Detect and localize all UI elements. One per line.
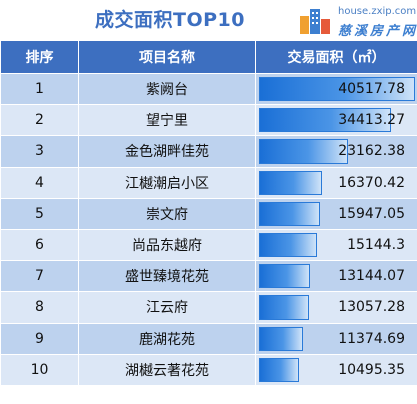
- building-logo-icon: [298, 6, 334, 36]
- rank-cell: 3: [1, 136, 79, 167]
- header-trade-area: 交易面积（㎡）: [256, 41, 417, 74]
- area-value: 34413.27: [338, 105, 405, 135]
- table-row: 2 望宁里 34413.27: [1, 105, 417, 136]
- rank-cell: 9: [1, 323, 79, 354]
- chart-title: 成交面积TOP10: [0, 0, 340, 40]
- area-value: 13144.07: [338, 261, 405, 291]
- area-value: 13057.28: [338, 292, 405, 322]
- area-value: 11374.69: [338, 324, 405, 354]
- project-name-cell: 崇文府: [79, 198, 256, 229]
- area-value: 15144.3: [347, 230, 405, 260]
- area-bar: [259, 171, 322, 195]
- site-logo: house.zxip.com 慈溪房产网: [298, 4, 414, 38]
- trade-area-cell: 13057.28: [256, 292, 417, 323]
- project-name-cell: 江樾潮启小区: [79, 167, 256, 198]
- title-bar: 成交面积TOP10 house.zxip.com 慈溪房产网: [0, 0, 417, 40]
- area-bar: [259, 139, 348, 163]
- trade-area-cell: 10495.35: [256, 354, 417, 385]
- area-bar: [259, 264, 310, 288]
- table-row: 10 湖樾云著花苑 10495.35: [1, 354, 417, 385]
- logo-url: house.zxip.com: [338, 6, 416, 17]
- rank-cell: 1: [1, 74, 79, 105]
- table-row: 1 紫阙台 40517.78: [1, 74, 417, 105]
- table-row: 3 金色湖畔佳苑 23162.38: [1, 136, 417, 167]
- project-name-cell: 尚品东越府: [79, 229, 256, 260]
- ranking-table: 排序 项目名称 交易面积（㎡） 1 紫阙台 40517.78 2 望宁里 34413.27…: [0, 40, 417, 386]
- trade-area-cell: 23162.38: [256, 136, 417, 167]
- project-name-cell: 望宁里: [79, 105, 256, 136]
- table-row: 7 盛世臻境花苑 13144.07: [1, 261, 417, 292]
- rank-cell: 6: [1, 229, 79, 260]
- table-row: 4 江樾潮启小区 16370.42: [1, 167, 417, 198]
- area-bar: [259, 233, 317, 257]
- trade-area-cell: 40517.78: [256, 74, 417, 105]
- project-name-cell: 金色湖畔佳苑: [79, 136, 256, 167]
- rank-cell: 10: [1, 354, 79, 385]
- trade-area-cell: 11374.69: [256, 323, 417, 354]
- header-project-name: 项目名称: [79, 41, 256, 74]
- rank-cell: 5: [1, 198, 79, 229]
- trade-area-cell: 13144.07: [256, 261, 417, 292]
- trade-area-cell: 16370.42: [256, 167, 417, 198]
- logo-name: 慈溪房产网: [338, 20, 417, 39]
- header-rank: 排序: [1, 41, 79, 74]
- area-bar: [259, 358, 299, 382]
- area-value: 23162.38: [338, 136, 405, 166]
- table-row: 8 江云府 13057.28: [1, 292, 417, 323]
- project-name-cell: 江云府: [79, 292, 256, 323]
- rank-cell: 4: [1, 167, 79, 198]
- trade-area-cell: 15947.05: [256, 198, 417, 229]
- rank-cell: 7: [1, 261, 79, 292]
- area-value: 40517.78: [338, 74, 405, 104]
- table-row: 9 鹿湖花苑 11374.69: [1, 323, 417, 354]
- table-header-row: 排序 项目名称 交易面积（㎡）: [1, 41, 417, 74]
- rank-cell: 2: [1, 105, 79, 136]
- area-value: 15947.05: [338, 199, 405, 229]
- area-bar: [259, 327, 303, 351]
- project-name-cell: 湖樾云著花苑: [79, 354, 256, 385]
- trade-area-cell: 15144.3: [256, 229, 417, 260]
- area-value: 10495.35: [338, 355, 405, 385]
- project-name-cell: 盛世臻境花苑: [79, 261, 256, 292]
- project-name-cell: 紫阙台: [79, 74, 256, 105]
- area-value: 16370.42: [338, 168, 405, 198]
- area-bar: [259, 295, 309, 319]
- project-name-cell: 鹿湖花苑: [79, 323, 256, 354]
- rank-cell: 8: [1, 292, 79, 323]
- table-row: 6 尚品东越府 15144.3: [1, 229, 417, 260]
- area-bar: [259, 202, 320, 226]
- trade-area-cell: 34413.27: [256, 105, 417, 136]
- table-row: 5 崇文府 15947.05: [1, 198, 417, 229]
- table-body: 1 紫阙台 40517.78 2 望宁里 34413.27 3 金色湖畔佳苑 23162.38 4…: [1, 74, 417, 386]
